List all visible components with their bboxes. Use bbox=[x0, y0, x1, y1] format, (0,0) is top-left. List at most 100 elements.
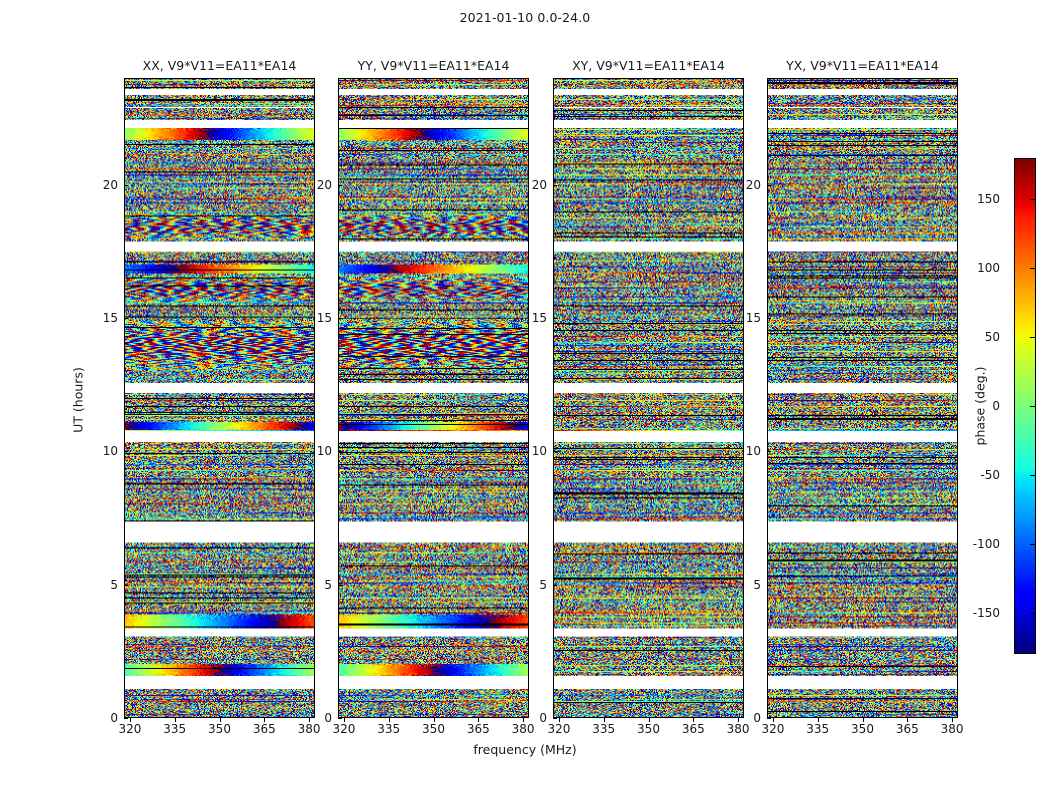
x-tick-mark bbox=[738, 718, 740, 722]
subplot-title-yx: YX, V9*V11=EA11*EA14 bbox=[786, 58, 939, 73]
x-tick-mark bbox=[264, 718, 266, 722]
x-tick-mark bbox=[219, 718, 221, 722]
y-tick-label: 0 bbox=[753, 711, 761, 725]
y-axis-label: UT (hours) bbox=[70, 367, 86, 433]
y-tick-label: 15 bbox=[745, 311, 761, 325]
y-tick-label: 10 bbox=[531, 444, 547, 459]
x-tick-mark bbox=[343, 718, 345, 722]
colorbar-tick-mark bbox=[1030, 543, 1036, 545]
x-tick-mark bbox=[772, 718, 774, 722]
y-tick-mark bbox=[767, 451, 771, 453]
heatmap-panel-xy[interactable] bbox=[553, 78, 744, 718]
colorbar-tick-mark bbox=[1030, 474, 1036, 476]
x-tick-label: 380 bbox=[511, 722, 535, 736]
x-tick-mark bbox=[648, 718, 650, 722]
heatmap-panel-yx[interactable] bbox=[767, 78, 958, 718]
y-tick-mark bbox=[124, 451, 128, 453]
colorbar-tick-mark bbox=[1030, 199, 1036, 201]
x-tick-label: 380 bbox=[940, 722, 964, 736]
y-tick-label: 0 bbox=[324, 711, 332, 725]
x-tick-label: 380 bbox=[726, 722, 750, 736]
x-tick-mark bbox=[952, 718, 954, 722]
y-tick-mark bbox=[338, 184, 342, 186]
colorbar-tick-mark bbox=[1030, 337, 1036, 339]
y-tick-label: 5 bbox=[753, 577, 761, 592]
x-tick-label: 350 bbox=[851, 722, 874, 736]
y-tick-mark bbox=[767, 318, 771, 319]
y-tick-label: 20 bbox=[531, 177, 547, 192]
y-tick-mark bbox=[338, 318, 342, 319]
x-tick-mark bbox=[817, 718, 819, 722]
y-tick-mark bbox=[767, 184, 771, 186]
heatmap-image-yy bbox=[339, 79, 528, 717]
subplot-title-xx: XX, V9*V11=EA11*EA14 bbox=[142, 58, 297, 73]
x-tick-label: 365 bbox=[252, 722, 276, 736]
y-tick-mark bbox=[767, 718, 771, 719]
y-tick-mark bbox=[124, 718, 128, 719]
y-tick-label: 5 bbox=[110, 577, 118, 592]
y-tick-label: 20 bbox=[102, 177, 118, 192]
figure-suptitle: 2021-01-10 0.0-24.0 bbox=[459, 10, 591, 25]
x-tick-label: 320 bbox=[118, 722, 142, 736]
y-tick-label: 10 bbox=[102, 444, 118, 459]
y-tick-mark bbox=[553, 584, 557, 586]
y-tick-label: 0 bbox=[110, 711, 118, 725]
heatmap-panel-xx[interactable] bbox=[124, 78, 315, 718]
x-tick-mark bbox=[309, 718, 311, 722]
heatmap-image-xy bbox=[554, 79, 743, 717]
x-tick-label: 335 bbox=[806, 722, 830, 736]
subplot-title-xy: XY, V9*V11=EA11*EA14 bbox=[572, 58, 725, 73]
colorbar-tick-mark bbox=[1030, 612, 1036, 614]
x-tick-label: 365 bbox=[466, 722, 490, 736]
y-tick-mark bbox=[338, 718, 342, 719]
y-tick-label: 20 bbox=[745, 177, 761, 192]
x-tick-label: 320 bbox=[332, 722, 356, 736]
x-tick-mark bbox=[558, 718, 560, 722]
colorbar-tick-mark bbox=[1030, 406, 1036, 407]
x-tick-mark bbox=[523, 718, 525, 722]
y-tick-mark bbox=[553, 718, 557, 719]
y-tick-label: 15 bbox=[531, 311, 547, 325]
y-tick-label: 20 bbox=[316, 177, 332, 192]
y-tick-label: 15 bbox=[316, 311, 332, 325]
x-tick-mark bbox=[388, 718, 390, 722]
heatmap-image-yx bbox=[768, 79, 957, 717]
y-tick-mark bbox=[553, 451, 557, 453]
x-tick-label: 335 bbox=[592, 722, 616, 736]
x-tick-label: 365 bbox=[681, 722, 705, 736]
x-tick-label: 320 bbox=[761, 722, 785, 736]
heatmap-panel-yy[interactable] bbox=[338, 78, 529, 718]
y-tick-mark bbox=[338, 451, 342, 453]
y-tick-mark bbox=[124, 318, 128, 319]
heatmap-image-xx bbox=[125, 79, 314, 717]
y-tick-mark bbox=[553, 184, 557, 186]
x-tick-mark bbox=[478, 718, 480, 722]
x-tick-mark bbox=[174, 718, 176, 722]
colorbar-tick-mark bbox=[1030, 268, 1036, 270]
y-tick-mark bbox=[338, 584, 342, 586]
x-tick-mark bbox=[862, 718, 864, 722]
x-tick-label: 320 bbox=[547, 722, 571, 736]
y-tick-mark bbox=[767, 584, 771, 586]
y-tick-label: 10 bbox=[745, 444, 761, 459]
x-tick-label: 350 bbox=[637, 722, 660, 736]
x-tick-label: 350 bbox=[422, 722, 445, 736]
subplot-title-yy: YY, V9*V11=EA11*EA14 bbox=[357, 58, 510, 73]
y-tick-mark bbox=[553, 318, 557, 319]
x-tick-mark bbox=[129, 718, 131, 722]
x-tick-mark bbox=[603, 718, 605, 722]
y-tick-label: 10 bbox=[316, 444, 332, 459]
y-tick-mark bbox=[124, 184, 128, 186]
colorbar-gradient bbox=[1015, 159, 1035, 653]
x-tick-label: 335 bbox=[163, 722, 187, 736]
x-tick-label: 365 bbox=[895, 722, 919, 736]
x-tick-label: 380 bbox=[297, 722, 321, 736]
x-tick-label: 335 bbox=[377, 722, 401, 736]
x-axis-label: frequency (MHz) bbox=[473, 742, 577, 757]
x-tick-mark bbox=[907, 718, 909, 722]
y-tick-label: 5 bbox=[539, 577, 547, 592]
x-tick-mark bbox=[693, 718, 695, 722]
y-tick-label: 5 bbox=[324, 577, 332, 592]
x-tick-label: 350 bbox=[208, 722, 231, 736]
